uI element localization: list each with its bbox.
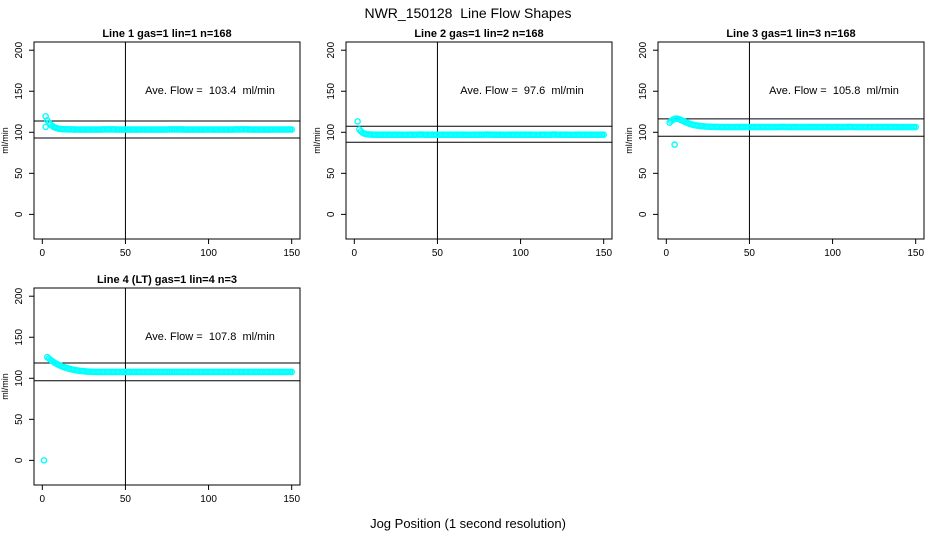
- plot-box: [33, 287, 301, 486]
- y-tick-label: 50: [638, 167, 649, 179]
- y-tick-label: 200: [638, 41, 649, 58]
- x-tick-label: 150: [283, 248, 300, 259]
- subplot-title: Line 4 (LT) gas=1 lin=4 n=3: [97, 274, 237, 286]
- x-tick-label: 50: [432, 248, 444, 259]
- plot-cell-5: [312, 272, 624, 518]
- y-tick-label: 0: [14, 211, 25, 217]
- flow-point: [42, 123, 49, 131]
- plot-box: [657, 41, 925, 240]
- subplot-title: Line 1 gas=1 lin=1 n=168: [102, 28, 231, 40]
- subplot-4-svg: Line 4 (LT) gas=1 lin=4 n=3 0 50 100 150 0 50 1…: [0, 274, 301, 505]
- y-axis-label: ml/min: [0, 127, 10, 154]
- y-tick-label: 150: [638, 82, 649, 99]
- flow-point: [288, 368, 295, 376]
- x-tick-label: 50: [744, 248, 756, 259]
- x-tick-label: 100: [512, 248, 529, 259]
- x-tick-label: 0: [40, 494, 46, 505]
- ave-flow-annotation: Ave. Flow = 97.6 ml/min: [460, 85, 584, 97]
- y-tick-label: 100: [638, 124, 649, 141]
- subplot-2-svg: Line 2 gas=1 lin=2 n=168 0 50 100 150 0 50 100 1…: [312, 28, 613, 259]
- y-axis-label: ml/min: [312, 127, 322, 154]
- flow-point: [288, 126, 295, 133]
- plot-cell-2: Line 2 gas=1 lin=2 n=168 0 50 100 150 0 50 100 1…: [312, 26, 624, 272]
- x-tick-label: 100: [200, 248, 217, 259]
- x-tick-label: 50: [120, 248, 132, 259]
- x-tick-label: 100: [824, 248, 841, 259]
- plot-cell-4: Line 4 (LT) gas=1 lin=4 n=3 0 50 100 150 0 50 1…: [0, 272, 312, 518]
- y-tick-label: 50: [14, 413, 25, 425]
- x-tick-label: 50: [120, 494, 132, 505]
- x-tick-label: 0: [664, 248, 670, 259]
- plot-cell-1: Line 1 gas=1 lin=1 n=168 0 50 100 150 0 50 100 1…: [0, 26, 312, 272]
- data-points: [666, 115, 919, 148]
- plot-box: [345, 41, 613, 240]
- plot-cell-3: Line 3 gas=1 lin=3 n=168 0 50 100 150 0 50 100 1…: [624, 26, 936, 272]
- subplot-title: Line 2 gas=1 lin=2 n=168: [414, 28, 543, 40]
- plots-grid: Line 1 gas=1 lin=1 n=168 0 50 100 150 0 50 100 1…: [0, 26, 936, 518]
- x-tick-label: 150: [283, 494, 300, 505]
- plot-cell-6: [624, 272, 936, 518]
- y-tick-label: 100: [14, 370, 25, 387]
- data-points: [40, 353, 295, 464]
- y-tick-label: 0: [638, 211, 649, 217]
- y-tick-label: 200: [326, 41, 337, 58]
- x-tick-label: 100: [200, 494, 217, 505]
- x-tick-label: 0: [40, 248, 46, 259]
- data-points: [354, 118, 607, 139]
- y-tick-label: 150: [14, 82, 25, 99]
- y-tick-label: 100: [326, 124, 337, 141]
- y-tick-label: 100: [14, 124, 25, 141]
- flow-point: [40, 457, 48, 464]
- y-tick-label: 0: [326, 211, 337, 217]
- y-tick-label: 150: [326, 82, 337, 99]
- subplot-1-svg: Line 1 gas=1 lin=1 n=168 0 50 100 150 0 50 100 1…: [0, 28, 301, 259]
- y-tick-label: 50: [326, 167, 337, 179]
- data-points: [42, 112, 295, 133]
- ave-flow-annotation: Ave. Flow = 105.8 ml/min: [769, 85, 899, 97]
- y-tick-label: 0: [14, 457, 25, 463]
- y-tick-label: 200: [14, 287, 25, 304]
- flow-point: [671, 141, 678, 148]
- subplot-title: Line 3 gas=1 lin=3 n=168: [726, 28, 855, 40]
- y-axis-label: ml/min: [624, 127, 634, 154]
- y-tick-label: 150: [14, 328, 25, 345]
- ave-flow-annotation: Ave. Flow = 107.8 ml/min: [145, 331, 275, 343]
- x-tick-label: 0: [352, 248, 358, 259]
- main-title: NWR_150128 Line Flow Shapes: [364, 5, 572, 21]
- y-axis-label: ml/min: [0, 373, 10, 400]
- flow-point: [912, 123, 919, 131]
- x-tick-label: 150: [907, 248, 924, 259]
- flow-point: [600, 131, 607, 138]
- plot-box: [33, 41, 301, 240]
- subplot-3-svg: Line 3 gas=1 lin=3 n=168 0 50 100 150 0 50 100 1…: [624, 28, 925, 259]
- x-tick-label: 150: [595, 248, 612, 259]
- y-tick-label: 200: [14, 41, 25, 58]
- y-tick-label: 50: [14, 167, 25, 179]
- x-axis-title: Jog Position (1 second resolution): [370, 516, 566, 531]
- ave-flow-annotation: Ave. Flow = 103.4 ml/min: [145, 85, 275, 97]
- flow-point: [354, 118, 361, 125]
